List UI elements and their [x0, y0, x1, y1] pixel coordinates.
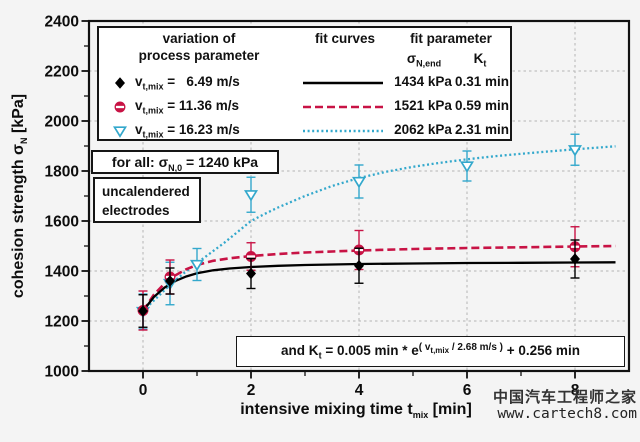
y-tick-label: 2000 — [45, 114, 79, 131]
x-tick-label: 2 — [247, 382, 256, 399]
legend-kt-value: 2.31 min — [454, 122, 510, 137]
legend-header-parameter-line2: process parameter — [138, 48, 260, 63]
sample-note-line2: electrodes — [102, 203, 170, 218]
y-tick-label: 1000 — [45, 364, 79, 381]
legend-sigma-end-value: 1434 kPa — [394, 74, 452, 89]
legend-sigma-end-value: 2062 kPa — [394, 122, 452, 137]
legend-series-label: vt,mix = 11.36 m/s — [135, 98, 239, 116]
legend-row-series-2: vt,mix = 11.36 m/s 1521 kPa 0.59 min — [99, 95, 510, 119]
legend-subheader-sigma-end: σN,end — [406, 51, 442, 69]
triangle-marker-icon — [112, 126, 128, 138]
diamond-marker-icon — [138, 305, 148, 317]
x-axis-title-unit: [min] — [428, 401, 472, 418]
legend-series-label: vt,mix = 16.23 m/s — [135, 122, 240, 140]
legend-header-fit-curves: fit curves — [314, 31, 376, 46]
diamond-marker-icon — [115, 77, 125, 89]
legend-series-label: vt,mix = 6.49 m/s — [135, 74, 240, 92]
diamond-marker-icon — [354, 259, 364, 272]
legend-sigma-end-value: 1521 kPa — [394, 98, 452, 113]
x-tick-label: 4 — [355, 382, 364, 399]
sample-note-line1: uncalendered — [102, 184, 190, 199]
legend-header-fit-parameter: fit parameter — [410, 31, 492, 46]
dotted-line-sample-icon — [303, 129, 383, 133]
diamond-marker-icon — [165, 275, 175, 287]
tick-labels: 0 2 4 6 8 1000 1200 1400 1600 1800 2000 2200 2400 — [45, 14, 580, 400]
triangle-marker-icon — [567, 145, 583, 157]
triangle-marker-icon — [459, 161, 475, 173]
dashed-line-sample-icon — [303, 105, 383, 109]
triangle-marker-icon — [112, 126, 128, 138]
plot-border — [87, 19, 631, 373]
legend-subheader-kt: Kt — [473, 51, 487, 69]
x-axis-title: intensive mixing time tmix [min] — [186, 401, 526, 421]
y-tick-label: 1400 — [45, 264, 79, 281]
sample-note-box: uncalendered electrodes — [93, 177, 201, 223]
fit-curve — [142, 261, 616, 312]
x-tick-label: 8 — [571, 382, 580, 399]
legend-box: variation of process parameter fit curve… — [97, 26, 512, 141]
y-axis-title-unit: [kPa] — [10, 93, 27, 138]
x-axis-title-text: intensive mixing time t — [240, 401, 413, 418]
data-points — [138, 253, 580, 317]
triangle-marker-icon — [243, 190, 259, 202]
y-axis-title-sub: N — [19, 137, 30, 145]
x-tick-label: 0 — [139, 382, 148, 399]
legend-row-series-3: vt,mix = 16.23 m/s 2062 kPa 2.31 min — [99, 119, 510, 143]
y-tick-label: 2400 — [45, 14, 79, 31]
legend-header-parameter-line1: variation of — [162, 31, 236, 46]
legend-kt-value: 0.31 min — [454, 74, 510, 89]
watermark-url-text: www.cartech8.com — [497, 406, 637, 422]
kt-equation-box: and Kt = 0.005 min * e( vt,mix / 2.68 m/… — [236, 336, 625, 367]
x-tick-label: 6 — [463, 382, 472, 399]
y-axis-title-text: cohesion strength σ — [10, 144, 27, 299]
triangle-marker-icon — [189, 259, 205, 272]
y-tick-label: 1200 — [45, 314, 79, 331]
watermark-chinese-text: 中国汽车工程师之家 — [492, 389, 637, 406]
solid-line-sample-icon — [303, 81, 383, 85]
watermark: 中国汽车工程师之家 www.cartech8.com — [493, 389, 637, 423]
axis-ticks — [81, 20, 576, 379]
diamond-marker-icon — [115, 77, 125, 89]
circle-marker-icon — [114, 101, 126, 113]
diamond-marker-icon — [570, 253, 580, 265]
fit-curve — [141, 244, 616, 312]
x-axis-title-sub: mix — [412, 410, 429, 421]
circle-marker-icon — [114, 101, 126, 113]
triangle-marker-icon — [351, 176, 367, 189]
y-tick-label: 1800 — [45, 164, 79, 181]
sigma-n0-annotation-box: for all: σN,0 = 1240 kPa — [91, 150, 279, 174]
legend-row-series-1: vt,mix = 6.49 m/s 1434 kPa 0.31 min — [99, 71, 510, 95]
diamond-marker-icon — [246, 267, 256, 280]
y-tick-label: 2200 — [45, 64, 79, 81]
legend-kt-value: 0.59 min — [454, 98, 510, 113]
y-tick-label: 1600 — [45, 214, 79, 231]
